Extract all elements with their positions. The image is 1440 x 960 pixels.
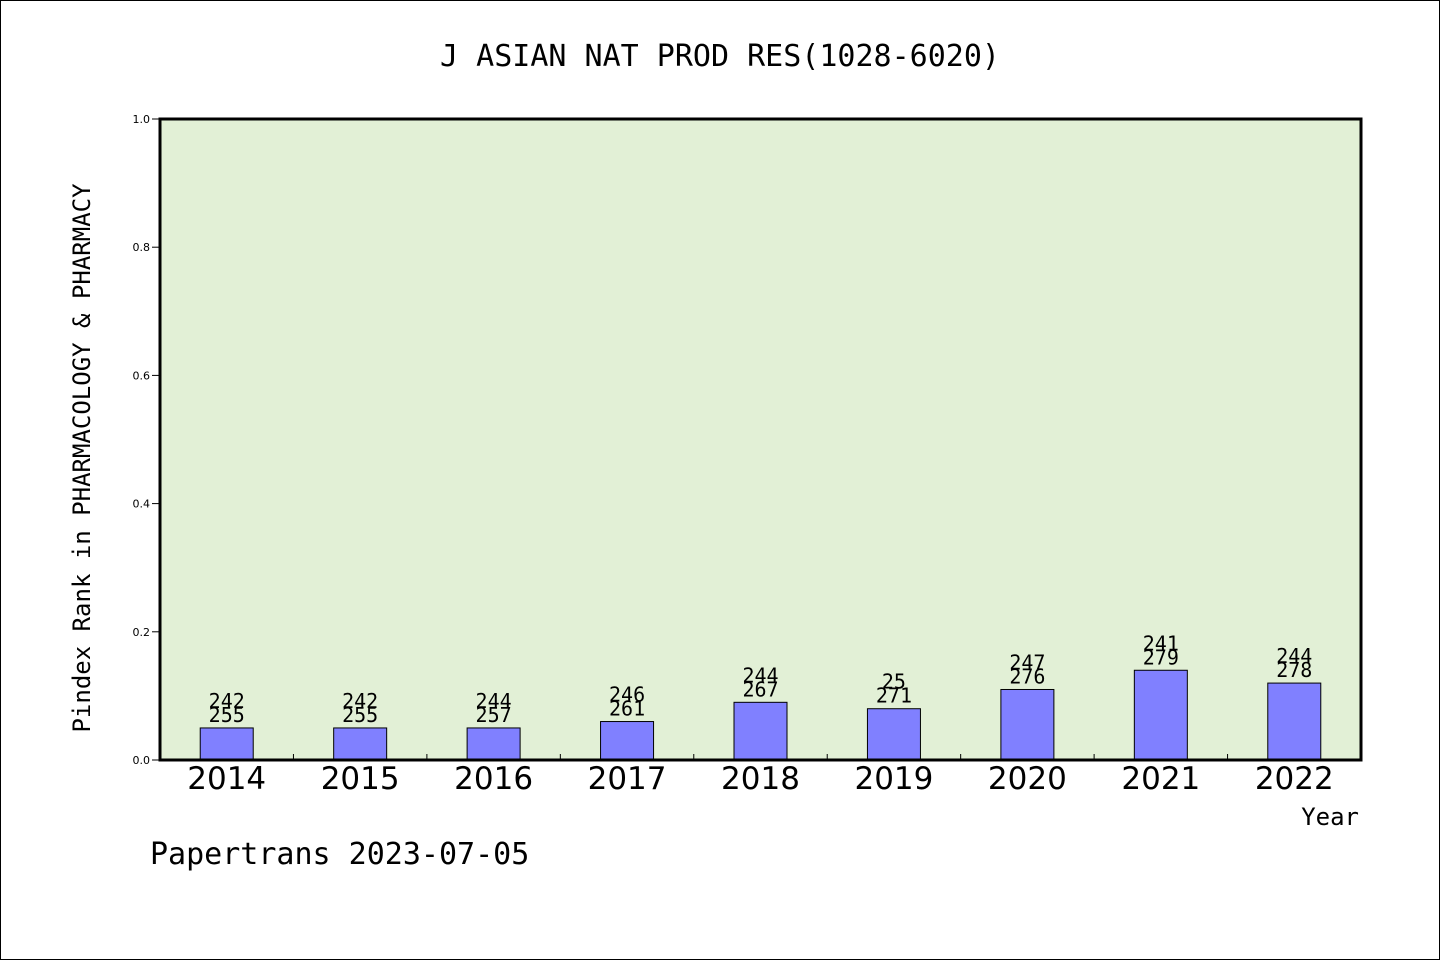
bar-label-top-2018: 244 xyxy=(742,663,778,687)
bar-label-bottom-2022: 278 xyxy=(1276,658,1312,682)
x-tick-label-2020: 2020 xyxy=(988,761,1067,797)
y-tick-label: 0.8 xyxy=(133,241,151,254)
y-tick-label: 0.6 xyxy=(133,369,151,382)
x-tick-label-2015: 2015 xyxy=(321,761,400,797)
bar-label-top-2017: 246 xyxy=(609,683,645,707)
plot-area xyxy=(160,119,1361,760)
bar-label-top-2016: 244 xyxy=(476,689,512,713)
bar-label-bottom-2017: 261 xyxy=(609,697,645,721)
bar-2020 xyxy=(1000,688,1055,761)
bar-label-bottom-2018: 267 xyxy=(742,677,778,701)
bar-label-bottom-2021: 279 xyxy=(1143,645,1179,669)
bar-2018 xyxy=(733,701,788,761)
bar-2019 xyxy=(866,708,921,761)
x-axis-label: Year xyxy=(1301,803,1359,831)
x-tick-label-2017: 2017 xyxy=(588,761,667,797)
bar-2022 xyxy=(1267,682,1322,761)
x-tick-label-2014: 2014 xyxy=(187,761,266,797)
bar-2015 xyxy=(333,727,388,761)
bar-2017 xyxy=(600,721,655,761)
bar-label-bottom-2020: 276 xyxy=(1009,664,1045,688)
footer-text: Papertrans 2023-07-05 xyxy=(150,837,529,872)
x-tick-label-2022: 2022 xyxy=(1255,761,1334,797)
y-axis-ticks: 0.0 0.2 0.4 0.6 0.8 1.0 xyxy=(133,113,160,767)
bar-label-top-2015: 242 xyxy=(342,689,378,713)
x-axis-tick-labels: 2014 2015 2016 2017 2018 2019 2020 2021 2022 xyxy=(187,761,1333,797)
bar-label-bottom-2019: 271 xyxy=(876,684,912,708)
bar-label-top-2022: 244 xyxy=(1276,644,1312,668)
plot-border xyxy=(158,117,1363,762)
x-tick-label-2016: 2016 xyxy=(454,761,533,797)
y-tick-label: 1.0 xyxy=(133,113,151,126)
bar-label-top-2020: 247 xyxy=(1009,650,1045,674)
bar-label-top-2021: 241 xyxy=(1143,631,1179,655)
bar-label-bottom-2015: 255 xyxy=(342,703,378,727)
bar-label-bottom-2016: 257 xyxy=(476,703,512,727)
chart-title: J ASIAN NAT PROD RES(1028-6020) xyxy=(440,39,1000,74)
x-tick-label-2018: 2018 xyxy=(721,761,800,797)
bar-label-bottom-2014: 255 xyxy=(209,703,245,727)
y-tick-label: 0.0 xyxy=(133,754,151,767)
bar-label-top-2014: 242 xyxy=(209,689,245,713)
y-axis-label: Pindex Rank in PHARMACOLOGY & PHARMACY xyxy=(68,183,96,733)
x-tick-label-2021: 2021 xyxy=(1121,761,1200,797)
bar-2016 xyxy=(466,727,521,761)
bar-2021 xyxy=(1133,669,1188,761)
y-tick-label: 0.4 xyxy=(133,498,151,511)
y-tick-label: 0.2 xyxy=(133,626,151,639)
bar-2014 xyxy=(199,727,254,761)
x-tick-label-2019: 2019 xyxy=(854,761,933,797)
bar-label-top-2019: 25 xyxy=(882,670,906,694)
